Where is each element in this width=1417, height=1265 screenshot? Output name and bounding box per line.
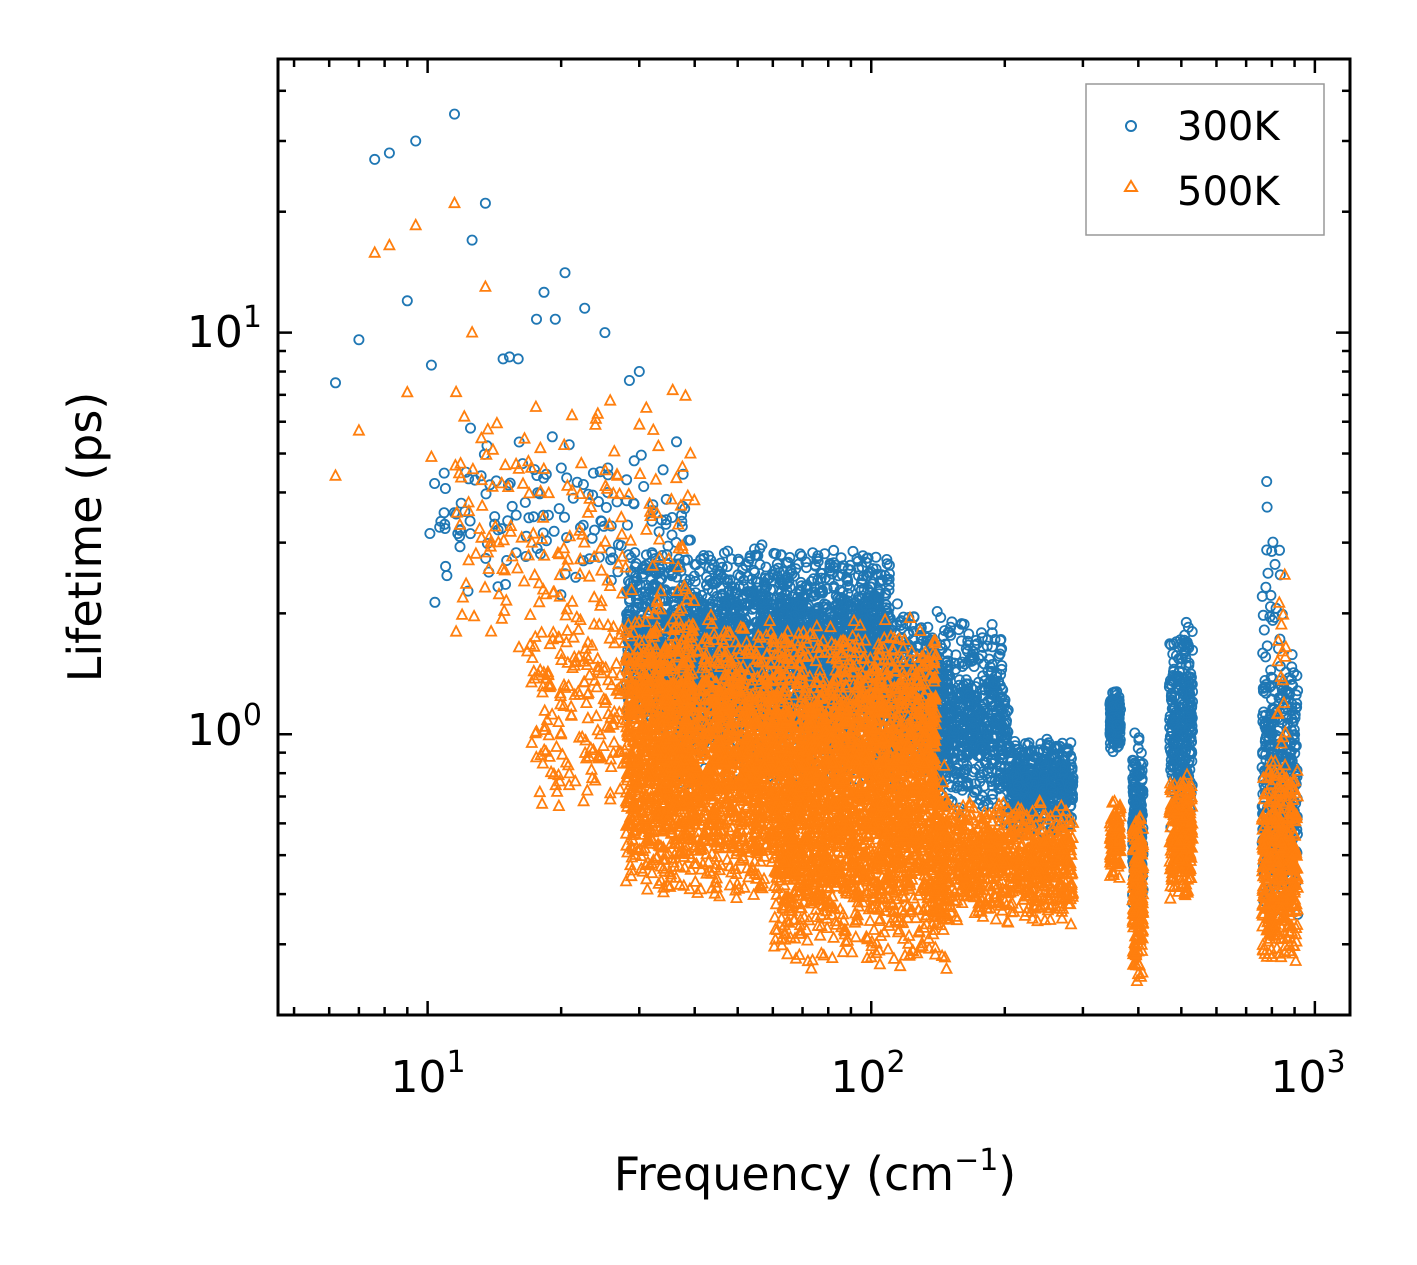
data-point bbox=[454, 530, 466, 542]
data-point bbox=[684, 534, 696, 546]
data-point bbox=[559, 511, 571, 523]
data-point bbox=[559, 267, 571, 279]
data-point bbox=[657, 464, 669, 476]
data-point bbox=[663, 567, 675, 579]
data-point bbox=[784, 566, 796, 578]
data-point bbox=[489, 518, 501, 530]
data-point bbox=[826, 568, 838, 580]
data-point bbox=[410, 135, 422, 147]
data-point bbox=[553, 503, 565, 515]
data-point bbox=[537, 509, 549, 521]
data-point bbox=[479, 197, 491, 209]
data-point bbox=[605, 554, 617, 566]
data-point bbox=[754, 543, 766, 555]
data-point bbox=[577, 478, 589, 490]
data-point bbox=[571, 476, 583, 488]
data-point bbox=[512, 353, 524, 365]
data-point bbox=[466, 234, 478, 246]
data-point bbox=[844, 582, 856, 594]
data-point bbox=[671, 436, 683, 448]
data-point bbox=[595, 515, 607, 527]
data-point bbox=[454, 541, 466, 553]
data-point bbox=[677, 468, 689, 480]
data-point bbox=[383, 147, 395, 159]
data-point bbox=[809, 559, 821, 571]
data-point bbox=[561, 532, 573, 544]
data-point bbox=[760, 570, 772, 582]
data-point bbox=[638, 480, 650, 492]
data-point bbox=[623, 374, 635, 386]
data-point bbox=[883, 559, 895, 571]
data-point bbox=[660, 514, 672, 526]
data-point bbox=[633, 365, 645, 377]
data-point bbox=[464, 515, 476, 527]
data-point bbox=[448, 108, 460, 120]
data-point bbox=[438, 467, 450, 479]
data-point bbox=[847, 545, 859, 557]
data-point bbox=[531, 313, 543, 325]
data-point bbox=[724, 574, 736, 586]
data-point bbox=[440, 560, 452, 572]
data-point bbox=[555, 462, 567, 474]
data-point bbox=[752, 576, 764, 588]
data-point bbox=[353, 334, 365, 346]
data-point bbox=[881, 558, 893, 570]
data-point bbox=[424, 528, 436, 540]
data-points bbox=[329, 108, 1305, 986]
data-point bbox=[548, 525, 560, 537]
data-point bbox=[425, 359, 437, 371]
data-point bbox=[621, 495, 633, 507]
data-point bbox=[587, 467, 599, 479]
data-point bbox=[329, 377, 341, 389]
data-point bbox=[369, 153, 381, 165]
data-point bbox=[577, 555, 589, 567]
data-point bbox=[599, 327, 611, 339]
data-point bbox=[864, 567, 876, 579]
data-point bbox=[856, 561, 868, 573]
data-point bbox=[506, 500, 518, 512]
data-point bbox=[531, 469, 543, 481]
data-point bbox=[830, 559, 842, 571]
data-point bbox=[835, 552, 847, 564]
data-point bbox=[462, 585, 474, 597]
data-point bbox=[439, 482, 451, 494]
data-point bbox=[510, 509, 522, 521]
data-point bbox=[454, 524, 466, 536]
data-point bbox=[401, 295, 413, 307]
data-point bbox=[743, 587, 755, 599]
data-point bbox=[480, 488, 492, 500]
data-point bbox=[546, 431, 558, 443]
data-point bbox=[600, 501, 612, 513]
data-point bbox=[635, 449, 647, 461]
data-point bbox=[504, 477, 516, 489]
data-point bbox=[464, 422, 476, 434]
data-point bbox=[729, 582, 741, 594]
data-point bbox=[735, 570, 747, 582]
data-point bbox=[666, 529, 678, 541]
data-point bbox=[594, 466, 606, 478]
data-point bbox=[607, 552, 619, 564]
data-point bbox=[499, 578, 511, 590]
data-point bbox=[679, 503, 691, 515]
data-point bbox=[529, 464, 541, 476]
data-point bbox=[666, 570, 678, 582]
data-point bbox=[429, 596, 441, 608]
data-point bbox=[622, 519, 634, 531]
data-point bbox=[538, 286, 550, 298]
data-point bbox=[523, 512, 535, 524]
data-point bbox=[439, 523, 451, 535]
data-point bbox=[549, 313, 561, 325]
data-point bbox=[520, 551, 532, 563]
data-point bbox=[628, 455, 640, 467]
data-point bbox=[579, 302, 591, 314]
data-point bbox=[497, 353, 509, 365]
data-point bbox=[874, 575, 886, 587]
data-point bbox=[676, 521, 688, 533]
data-point bbox=[770, 548, 782, 560]
data-point bbox=[429, 477, 441, 489]
